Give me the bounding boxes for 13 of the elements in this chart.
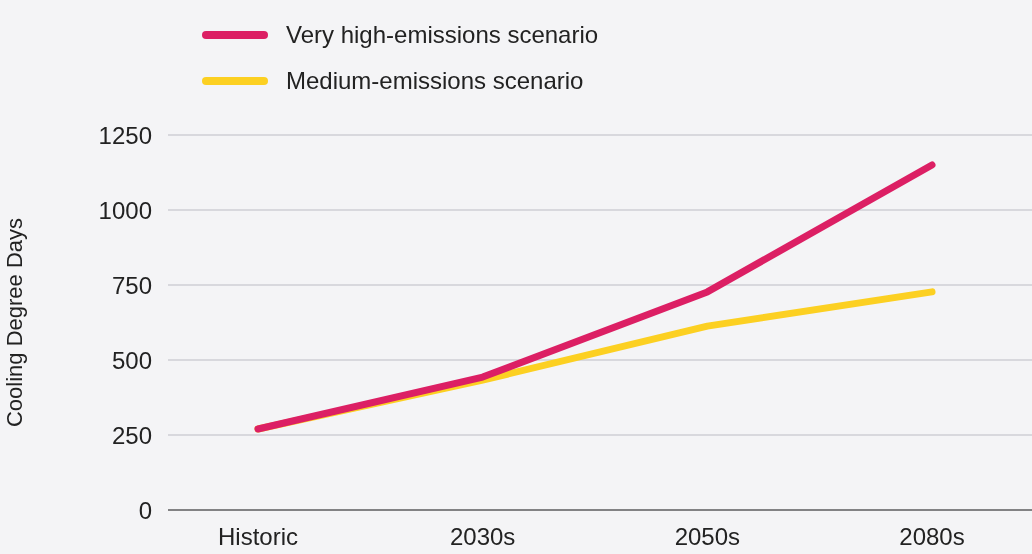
y-tick-label: 500 bbox=[111, 346, 152, 374]
legend-label: Very high-emissions scenario bbox=[286, 21, 599, 49]
x-tick-label: Historic bbox=[217, 523, 299, 551]
legend-label: Medium-emissions scenario bbox=[286, 67, 584, 95]
y-axis-title: Cooling Degree Days bbox=[1, 217, 27, 428]
x-tick-label: 2030s bbox=[449, 523, 516, 551]
y-tick-label: 0 bbox=[138, 496, 152, 524]
x-tick-label: 2080s bbox=[899, 523, 965, 551]
x-tick-label: 2050s bbox=[674, 523, 741, 551]
y-tick-label: 1250 bbox=[98, 121, 152, 149]
y-tick-label: 1000 bbox=[98, 196, 152, 224]
y-tick-label: 250 bbox=[111, 421, 152, 449]
y-tick-label: 750 bbox=[111, 271, 152, 299]
